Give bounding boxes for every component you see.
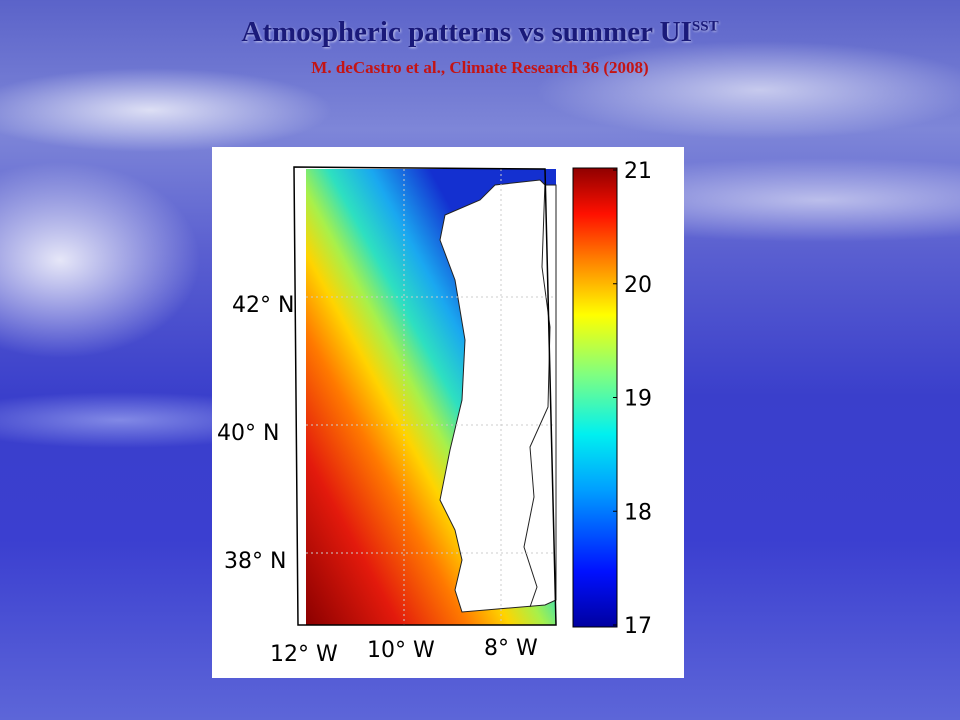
figure: 42° N 40° N 38° N 12° W 10° W 8° W 21 20 1… <box>212 147 684 678</box>
longitude-label: 10° W <box>367 638 435 663</box>
title-superscript: SST <box>691 18 719 35</box>
longitude-label: 12° W <box>270 642 338 667</box>
graticule <box>306 169 556 625</box>
colorbar-tick-label: 18 <box>624 500 652 525</box>
colorbar <box>572 167 618 628</box>
longitude-label: 8° W <box>484 636 538 661</box>
colorbar-tick-label: 21 <box>624 159 652 184</box>
colorbar-ticks: 21 20 19 18 17 <box>613 159 652 639</box>
slide-subtitle: M. deCastro et al., Climate Research 36 … <box>311 58 649 77</box>
colorbar-tick-label: 19 <box>624 387 652 412</box>
latitude-label: 40° N <box>217 421 279 446</box>
colorbar-tick-label: 17 <box>624 614 652 639</box>
latitude-label: 38° N <box>224 549 286 574</box>
map-frame <box>293 166 557 626</box>
colorbar-tick-label: 20 <box>624 273 652 298</box>
title-text: Atmospheric patterns vs summer UI <box>241 16 692 48</box>
slide-title: Atmospheric patterns vs summer UISST <box>0 16 960 49</box>
latitude-label: 42° N <box>232 293 294 318</box>
land <box>439 179 557 613</box>
border-line <box>523 181 551 608</box>
